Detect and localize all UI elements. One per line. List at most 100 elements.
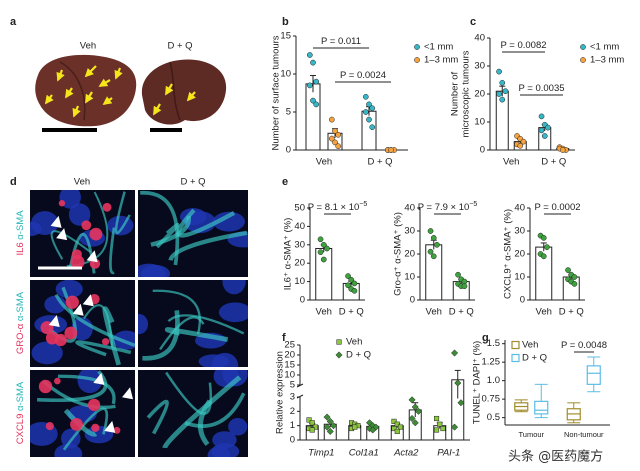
fiber	[63, 408, 98, 437]
data-point	[306, 82, 313, 89]
fiber	[152, 289, 201, 335]
x-tick-label: Veh	[503, 157, 519, 168]
micrograph	[138, 280, 248, 367]
micrograph	[138, 190, 248, 277]
p-value-text: P = 0.0035	[518, 83, 564, 94]
counterstain-label: α-SMA	[15, 381, 26, 411]
nucleus	[68, 203, 91, 226]
data-point	[323, 413, 331, 421]
fiber	[162, 375, 242, 449]
data-point	[351, 280, 358, 287]
y-tick-label: 0	[290, 435, 295, 446]
data-point	[457, 399, 465, 407]
stain-spot	[38, 379, 53, 394]
data-point	[538, 113, 545, 120]
data-point	[369, 124, 376, 131]
data-point	[362, 93, 369, 100]
data-point	[324, 245, 330, 252]
data-point	[499, 79, 506, 86]
data-point	[434, 427, 440, 433]
legend-marker	[414, 57, 420, 63]
y-tick-label: 1.5	[487, 338, 500, 349]
arrowhead	[82, 294, 94, 307]
data-point	[313, 78, 320, 85]
panel-label: a	[10, 16, 17, 28]
p-value-exponent: −5	[359, 201, 367, 208]
stain-spot	[64, 326, 78, 340]
data-point	[450, 349, 459, 357]
fiber	[197, 399, 212, 447]
box	[534, 400, 549, 415]
y-axis-label: Gro-α⁺ α-SMA⁺ (%)	[393, 212, 404, 296]
x-tick-label: Tumour	[518, 430, 544, 439]
y-axis-label: Number of surface tumours	[271, 35, 282, 150]
y-tick-label: 3	[290, 392, 295, 403]
data-point	[312, 424, 318, 430]
fiber	[165, 327, 229, 342]
arrowhead	[93, 372, 105, 385]
x-tick-label: D + Q	[449, 307, 474, 318]
data-point	[317, 236, 324, 243]
legend-marker	[511, 340, 520, 350]
data-point	[455, 271, 461, 278]
counterstain-label: α-SMA	[15, 291, 26, 321]
data-point	[328, 135, 335, 142]
nucleus	[207, 446, 231, 457]
column-label: D + Q	[180, 177, 205, 188]
row-label: GRO-α α-SMA	[15, 291, 26, 354]
fiber	[150, 215, 191, 247]
x-tick-label: D + Q	[367, 157, 392, 168]
data-point	[499, 96, 506, 103]
y-axis-label: Relative expression	[275, 351, 286, 434]
stain-spot	[113, 426, 121, 434]
data-point	[450, 423, 459, 431]
data-point	[394, 421, 400, 427]
data-point	[309, 420, 315, 426]
data-point	[335, 131, 342, 138]
x-tick-label: Veh	[536, 307, 552, 318]
fiber	[62, 407, 109, 451]
panel-label: c	[470, 16, 476, 28]
stain-label: IL6	[15, 242, 26, 255]
data-point	[394, 428, 400, 434]
data-point	[332, 139, 338, 146]
fiber	[184, 392, 246, 428]
data-point	[411, 419, 419, 427]
y-tick-label: 0	[410, 295, 415, 306]
data-point	[366, 116, 372, 123]
liver-photo	[35, 54, 227, 132]
data-point	[335, 143, 342, 150]
stain-spot	[71, 249, 82, 260]
stain-spot	[89, 227, 103, 241]
data-point	[538, 127, 545, 134]
micrograph	[30, 190, 135, 277]
data-point	[369, 105, 376, 112]
legend-marker	[336, 339, 342, 345]
y-tick-label: 20	[284, 350, 295, 361]
x-tick-label: Timp1	[308, 448, 334, 459]
p-value-text: P = 0.0002	[534, 202, 580, 213]
p-value: P = 0.011	[321, 36, 361, 47]
y-tick-label: 20	[474, 89, 485, 100]
x-tick-label: D + Q	[559, 307, 584, 318]
y-tick-label: 40	[294, 221, 305, 232]
x-tick-label: PAI-1	[437, 448, 460, 459]
x-tick-label: Non-tumour	[564, 430, 604, 439]
micrograph-bg	[138, 280, 248, 367]
x-tick-label: Col1a1	[349, 448, 379, 459]
fiber	[114, 191, 131, 235]
fiber	[167, 314, 245, 335]
arrowhead	[122, 387, 134, 400]
data-point	[496, 91, 502, 97]
nucleus	[138, 314, 149, 335]
x-tick-label: Veh	[426, 307, 442, 318]
nucleus	[107, 215, 134, 236]
arrowhead	[48, 315, 60, 328]
fiber	[140, 191, 180, 266]
stain-spot	[87, 398, 101, 411]
stain-spot	[102, 202, 112, 212]
data-point	[454, 379, 462, 387]
image-label: Veh	[80, 41, 96, 52]
data-point	[545, 124, 551, 131]
fiber	[37, 370, 108, 403]
